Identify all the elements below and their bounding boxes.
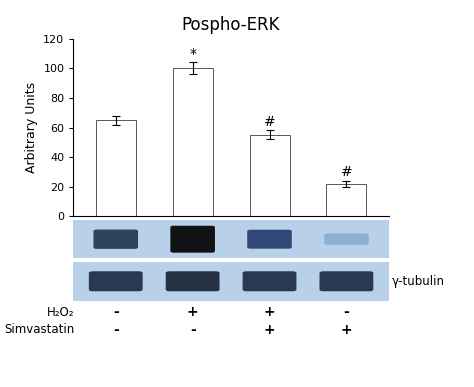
Text: H₂O₂: H₂O₂: [47, 306, 74, 319]
Title: Pospho-ERK: Pospho-ERK: [182, 16, 280, 34]
Bar: [327, 184, 366, 216]
Text: -: -: [113, 305, 118, 319]
Text: *: *: [189, 47, 196, 61]
FancyBboxPatch shape: [89, 271, 143, 291]
Text: #: #: [340, 165, 352, 179]
Bar: [173, 68, 213, 216]
Text: Simvastatin: Simvastatin: [4, 323, 74, 336]
Text: γ-tubulin: γ-tubulin: [392, 275, 445, 288]
Text: +: +: [264, 322, 275, 337]
FancyBboxPatch shape: [324, 233, 369, 245]
FancyBboxPatch shape: [247, 230, 292, 249]
Text: +: +: [341, 322, 352, 337]
Text: -: -: [113, 322, 118, 337]
Bar: [249, 135, 290, 216]
Bar: [96, 120, 136, 216]
FancyBboxPatch shape: [93, 229, 138, 249]
FancyBboxPatch shape: [166, 271, 219, 291]
Y-axis label: Arbitrary Units: Arbitrary Units: [25, 82, 38, 173]
Text: -: -: [344, 305, 349, 319]
Text: -: -: [190, 322, 195, 337]
Text: +: +: [187, 305, 199, 319]
FancyBboxPatch shape: [170, 226, 215, 253]
FancyBboxPatch shape: [243, 271, 296, 291]
Text: #: #: [264, 115, 275, 129]
FancyBboxPatch shape: [319, 271, 374, 291]
Text: +: +: [264, 305, 275, 319]
